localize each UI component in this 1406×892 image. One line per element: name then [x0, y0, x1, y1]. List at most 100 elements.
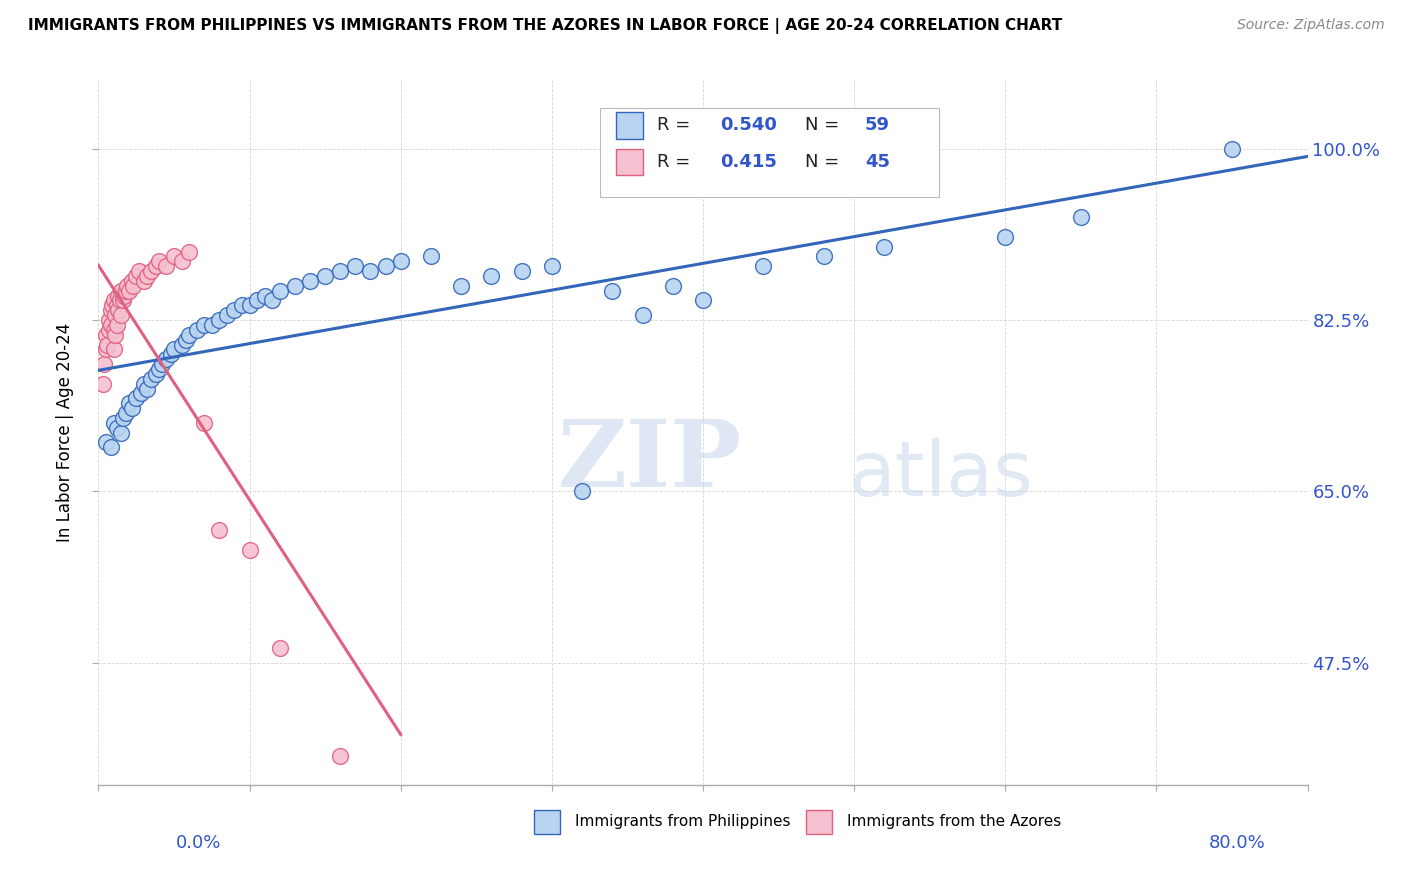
Point — [1070, 211, 1092, 225]
Text: ZIP: ZIP — [558, 416, 742, 506]
Point — [129, 386, 152, 401]
Bar — [616, 149, 643, 176]
Point — [239, 543, 262, 558]
Text: 0.415: 0.415 — [720, 153, 776, 171]
Point — [115, 278, 138, 293]
Point — [104, 327, 127, 342]
Point — [873, 240, 896, 254]
Point — [179, 244, 201, 259]
Point — [93, 357, 115, 371]
Point — [94, 435, 117, 450]
Point — [374, 259, 396, 273]
Point — [145, 259, 167, 273]
Point — [994, 230, 1017, 244]
Point — [284, 278, 307, 293]
Point — [150, 357, 173, 371]
Text: 0.540: 0.540 — [720, 116, 776, 135]
Point — [208, 524, 231, 538]
Point — [135, 382, 157, 396]
Point — [110, 284, 132, 298]
Point — [103, 416, 125, 430]
Point — [661, 278, 683, 293]
Point — [231, 298, 253, 312]
Point — [121, 401, 143, 416]
Point — [813, 249, 835, 264]
Point — [105, 421, 128, 435]
Point — [262, 293, 284, 308]
Point — [179, 327, 201, 342]
Point — [253, 288, 276, 302]
Point — [121, 274, 143, 288]
Point — [118, 284, 141, 298]
Point — [141, 372, 163, 386]
Point — [1220, 142, 1243, 156]
Point — [389, 254, 412, 268]
Point — [111, 411, 134, 425]
Text: 59: 59 — [865, 116, 890, 135]
Point — [141, 264, 163, 278]
Point — [269, 640, 291, 655]
Point — [246, 293, 269, 308]
Point — [100, 318, 122, 332]
Point — [510, 264, 533, 278]
Point — [186, 323, 208, 337]
Point — [111, 293, 134, 308]
Point — [269, 284, 291, 298]
Point — [103, 293, 125, 308]
Point — [110, 308, 132, 322]
Y-axis label: In Labor Force | Age 20-24: In Labor Force | Age 20-24 — [56, 323, 75, 542]
Point — [540, 259, 562, 273]
Point — [148, 362, 170, 376]
Point — [122, 278, 145, 293]
Point — [155, 259, 177, 273]
Point — [132, 376, 155, 391]
Point — [631, 308, 654, 322]
Point — [100, 303, 122, 318]
Point — [104, 308, 127, 322]
Point — [201, 318, 224, 332]
Point — [314, 268, 336, 283]
Point — [100, 440, 122, 454]
Point — [160, 347, 183, 361]
Point — [110, 425, 132, 440]
Point — [118, 396, 141, 410]
Point — [103, 323, 125, 337]
Point — [114, 406, 136, 420]
Point — [602, 284, 624, 298]
Point — [571, 484, 593, 499]
Text: Immigrants from the Azores: Immigrants from the Azores — [846, 814, 1062, 829]
Point — [692, 293, 714, 308]
Point — [170, 254, 193, 268]
Point — [170, 337, 193, 351]
Text: 80.0%: 80.0% — [1209, 834, 1265, 852]
Point — [112, 288, 135, 302]
Point — [208, 313, 231, 327]
FancyBboxPatch shape — [600, 109, 939, 196]
Point — [125, 392, 148, 406]
Point — [98, 323, 121, 337]
Point — [329, 748, 352, 763]
Point — [239, 298, 262, 312]
Point — [128, 264, 150, 278]
Text: 0.0%: 0.0% — [176, 834, 221, 852]
Text: atlas: atlas — [848, 438, 1033, 512]
Point — [145, 367, 167, 381]
Point — [215, 308, 238, 322]
Point — [96, 337, 118, 351]
Text: R =: R = — [657, 116, 696, 135]
Point — [193, 318, 215, 332]
Point — [105, 298, 128, 312]
Text: Source: ZipAtlas.com: Source: ZipAtlas.com — [1237, 18, 1385, 32]
Point — [132, 274, 155, 288]
Point — [135, 268, 157, 283]
Point — [107, 288, 129, 302]
Point — [125, 268, 148, 283]
Text: N =: N = — [804, 116, 845, 135]
Point — [108, 293, 131, 308]
Text: Immigrants from Philippines: Immigrants from Philippines — [575, 814, 790, 829]
Point — [450, 278, 472, 293]
Point — [329, 264, 352, 278]
Text: N =: N = — [804, 153, 845, 171]
Point — [224, 303, 246, 318]
Point — [91, 376, 114, 391]
